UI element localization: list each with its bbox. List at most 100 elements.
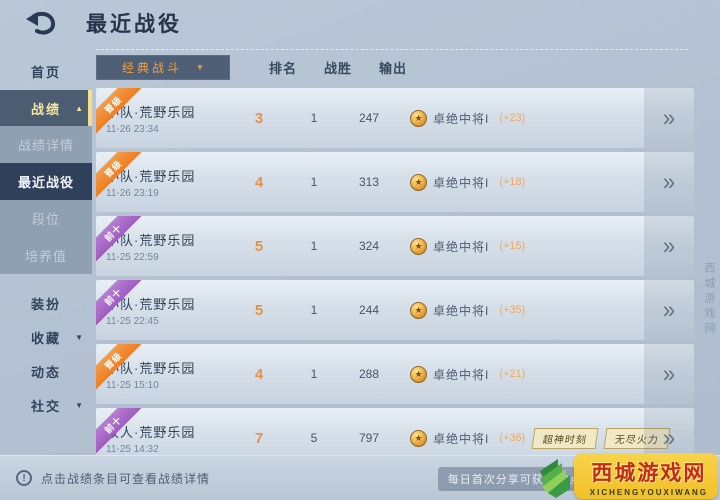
expand-down-icon: ▼ (75, 400, 85, 410)
header-divider (96, 49, 688, 50)
battle-mode-cell: 小队·荒野乐园 11-25 22:59 (96, 230, 234, 263)
battle-time: 11-25 22:59 (106, 251, 159, 263)
battle-row[interactable]: 晋级 小队·荒野乐园 11-25 15:10 4 1 288 ★ 卓绝中将I (… (96, 344, 694, 404)
mode-filter-label: 经典战斗 (122, 60, 183, 75)
tier-medal-icon: ★ (410, 173, 427, 191)
battle-wins: 5 (310, 431, 318, 445)
rating-delta: (+35) (499, 304, 526, 316)
tier-medal-icon: ★ (410, 109, 427, 127)
battle-mode-cell: 小队·荒野乐园 11-25 15:10 (96, 358, 234, 391)
tier-label: 卓绝中将I (433, 431, 490, 446)
battle-output: 313 (358, 175, 380, 189)
watermark-name: 西城游戏网 (591, 462, 707, 485)
rating-delta: (+36) (499, 432, 526, 444)
battle-output: 288 (358, 367, 380, 381)
tier-medal-icon: ★ (410, 429, 427, 447)
back-button[interactable] (24, 8, 60, 38)
double-chevron-icon: » (662, 231, 676, 260)
row-detail-button[interactable]: » (644, 216, 694, 276)
tier-label: 卓绝中将I (433, 175, 490, 190)
sidebar-item-recent-battles[interactable]: 最近战役 (0, 163, 92, 200)
vertical-watermark: 西城游戏网 (703, 262, 715, 337)
battle-mode: 小队·荒野乐园 (106, 296, 196, 312)
sidebar-item-record-details[interactable]: 战绩详情 (0, 126, 92, 163)
mode-filter-dropdown[interactable]: 经典战斗 ▼ (96, 54, 230, 80)
row-detail-button[interactable]: » (644, 280, 694, 340)
top-bar: 最近战役 (0, 0, 720, 46)
battle-row[interactable]: 前十 小队·荒野乐园 11-25 22:59 5 1 324 ★ 卓绝中将I (… (96, 216, 694, 276)
battle-output: 244 (358, 303, 380, 317)
rating-delta: (+18) (499, 176, 526, 188)
battle-output: 797 (358, 431, 380, 445)
battle-mode: 小队·荒野乐园 (106, 104, 196, 120)
double-chevron-icon: » (662, 167, 676, 196)
battle-rank: 4 (254, 365, 264, 383)
battle-rank: 5 (254, 237, 264, 255)
footer-hint: 点击战绩条目可查看战绩详情 (41, 471, 211, 486)
battle-time: 11-26 23:19 (106, 187, 159, 199)
battle-rank: 5 (254, 301, 264, 319)
rating-delta: (+15) (499, 240, 526, 252)
battle-list: 经典战斗 ▼ 排名 战胜 输出 晋级 小队·荒野乐园 11-26 23:34 3… (96, 46, 694, 500)
column-headers: 排名 战胜 输出 (230, 58, 416, 77)
tier-label: 卓绝中将I (433, 303, 490, 318)
battle-wins: 1 (310, 367, 318, 381)
tier-label: 卓绝中将I (433, 239, 490, 254)
row-detail-button[interactable]: » (644, 88, 694, 148)
column-header-wins: 战胜 (323, 60, 352, 76)
battle-output: 247 (358, 111, 380, 125)
sidebar-item-collection[interactable]: 收藏 ▼ (30, 330, 85, 346)
double-chevron-icon: » (662, 359, 676, 388)
sidebar-item-outfit[interactable]: 装扮 (30, 296, 61, 312)
battle-mode: 小队·荒野乐园 (106, 232, 196, 248)
battle-wins: 1 (310, 175, 318, 189)
battle-mode: 小队·荒野乐园 (106, 168, 196, 184)
sidebar: 首页 战绩 ▲ 战绩详情 最近战役 段位 培养值 装扮 收藏 ▼ 动态 社交 (0, 46, 92, 500)
battle-mode-cell: 双人·荒野乐园 11-25 14:32 (96, 422, 234, 455)
sidebar-item-records[interactable]: 战绩 ▲ (0, 90, 92, 126)
back-arrow-icon (26, 11, 56, 35)
double-chevron-icon: » (662, 423, 676, 452)
sidebar-item-rank-tier[interactable]: 段位 (0, 200, 92, 237)
battle-mode-cell: 小队·荒野乐园 11-26 23:19 (96, 166, 234, 199)
battle-row[interactable]: 前十 小队·荒野乐园 11-25 22:45 5 1 244 ★ 卓绝中将I (… (96, 280, 694, 340)
rating-delta: (+23) (499, 112, 526, 124)
list-header: 经典战斗 ▼ 排名 战胜 输出 (96, 54, 694, 80)
sidebar-gap (0, 274, 92, 288)
watermark-box: 西城游戏网 XICHENGYOUXIWANG (573, 453, 718, 499)
battle-wins: 1 (310, 111, 318, 125)
info-icon: ! (16, 470, 32, 486)
tier-medal-icon: ★ (410, 365, 427, 383)
battle-rank: 7 (254, 429, 264, 447)
battle-time: 11-25 14:32 (106, 443, 159, 455)
battle-mode: 双人·荒野乐园 (106, 424, 196, 440)
battle-row[interactable]: 晋级 小队·荒野乐园 11-26 23:19 4 1 313 ★ 卓绝中将I (… (96, 152, 694, 212)
battle-time: 11-25 15:10 (106, 379, 159, 391)
battle-mode-cell: 小队·荒野乐园 11-25 22:45 (96, 294, 234, 327)
tier-label: 卓绝中将I (433, 111, 490, 126)
watermark-subtitle: XICHENGYOUXIWANG (589, 488, 708, 497)
sidebar-item-moments[interactable]: 动态 (30, 364, 61, 380)
battle-wins: 1 (310, 303, 318, 317)
sidebar-item-social[interactable]: 社交 ▼ (30, 398, 85, 414)
collapse-up-icon: ▲ (75, 103, 85, 113)
battle-mode: 小队·荒野乐园 (106, 360, 196, 376)
highlight-tag: 超神时刻 (531, 427, 599, 449)
row-detail-button[interactable]: » (644, 344, 694, 404)
row-detail-button[interactable]: » (644, 152, 694, 212)
watermark-logo-icon (539, 459, 570, 498)
tier-medal-icon: ★ (410, 301, 427, 319)
battle-rank: 3 (254, 109, 264, 127)
double-chevron-icon: » (662, 295, 676, 324)
rating-delta: (+21) (499, 368, 526, 380)
battle-time: 11-26 23:34 (106, 123, 159, 135)
page-title: 最近战役 (86, 13, 182, 36)
expand-down-icon: ▼ (75, 332, 85, 342)
battle-rank: 4 (254, 173, 264, 191)
site-watermark: 西城游戏网 XICHENGYOUXIWANG (536, 453, 718, 499)
tier-medal-icon: ★ (410, 237, 427, 255)
sidebar-item-home[interactable]: 首页 (30, 64, 61, 80)
sidebar-item-growth-value[interactable]: 培养值 (0, 237, 92, 274)
battle-row[interactable]: 晋级 小队·荒野乐园 11-26 23:34 3 1 247 ★ 卓绝中将I (… (96, 88, 694, 148)
